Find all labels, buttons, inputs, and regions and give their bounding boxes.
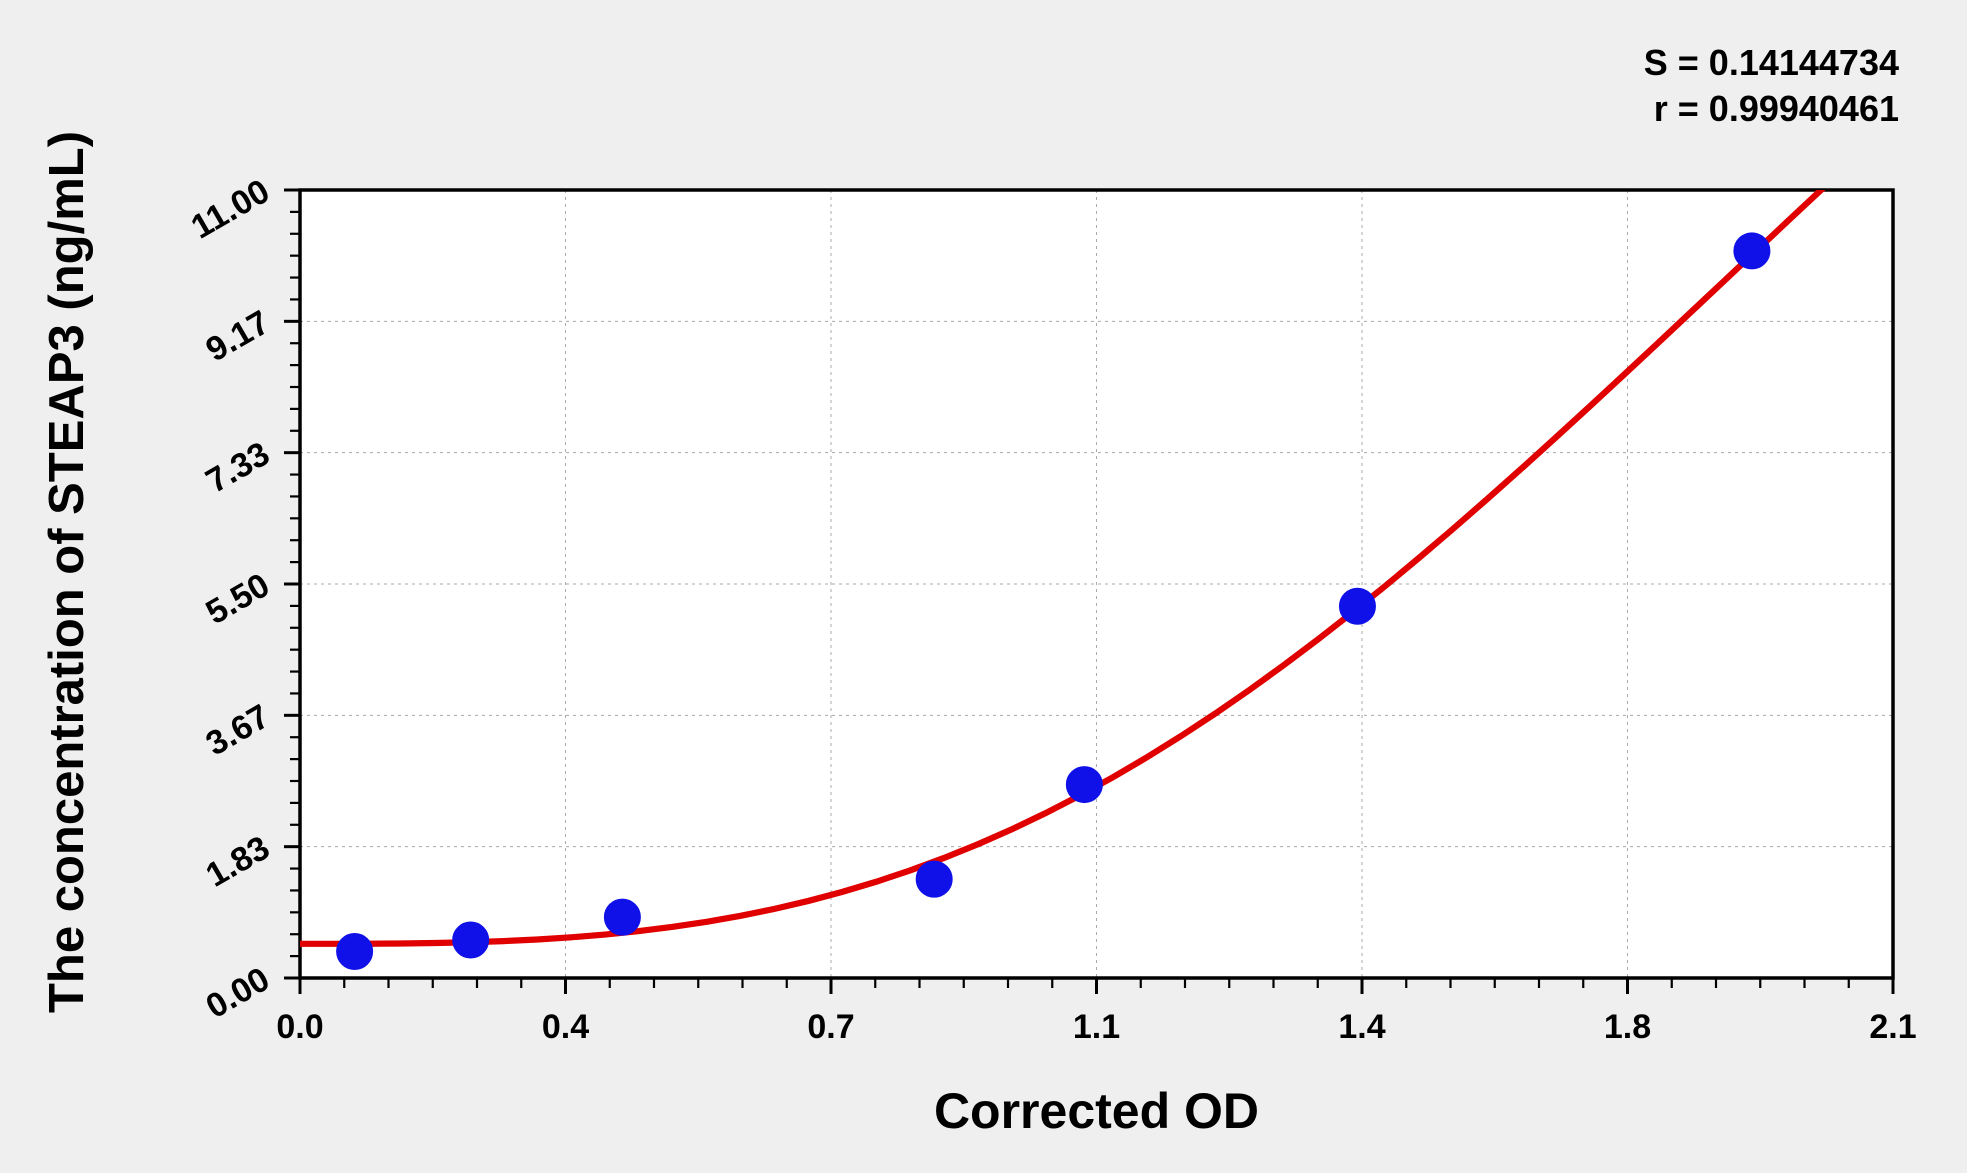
svg-text:0.7: 0.7 xyxy=(807,1008,854,1046)
svg-text:1.1: 1.1 xyxy=(1073,1008,1120,1046)
svg-text:0.4: 0.4 xyxy=(542,1008,589,1046)
svg-text:1.8: 1.8 xyxy=(1604,1008,1651,1046)
svg-text:0.0: 0.0 xyxy=(276,1008,323,1046)
svg-text:1.4: 1.4 xyxy=(1338,1008,1385,1046)
svg-text:2.1: 2.1 xyxy=(1869,1008,1916,1046)
